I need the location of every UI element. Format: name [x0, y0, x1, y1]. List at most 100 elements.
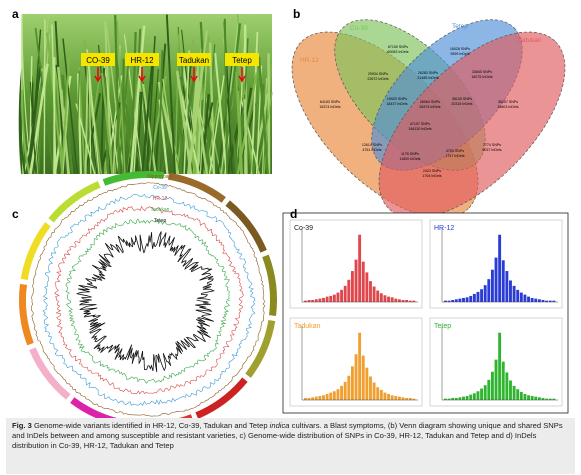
histogram-bar — [387, 393, 390, 400]
histogram-bar — [530, 297, 534, 302]
histogram-bar — [483, 385, 487, 400]
histogram-bar — [451, 397, 455, 400]
histogram-bar — [336, 292, 340, 302]
variety-label: CO-39 — [86, 56, 110, 65]
histogram-bar — [369, 376, 372, 400]
histogram-bar — [387, 296, 390, 302]
region-indels: 146130 InDels — [408, 127, 431, 131]
grass-blade — [146, 35, 156, 175]
set-label: Co-39 — [350, 25, 368, 32]
grass-blade — [135, 91, 143, 175]
histogram-title: Co-39 — [294, 225, 313, 232]
histogram-bar — [465, 395, 469, 400]
region-snps: 64183 SNPs — [320, 100, 340, 104]
histogram-bar — [462, 396, 465, 400]
histogram-bar — [379, 389, 383, 400]
histogram-bar — [390, 297, 394, 302]
chromosome-segment — [195, 377, 248, 419]
histogram-bar — [343, 381, 347, 400]
grass-blade — [150, 69, 159, 175]
histogram-bar — [490, 371, 494, 400]
histogram-bar — [365, 367, 369, 400]
grass-blade — [257, 56, 269, 175]
histogram-bar — [405, 299, 409, 302]
track-label: Co-39 — [153, 185, 167, 191]
histogram-bar — [534, 298, 538, 302]
histogram-bar — [454, 299, 458, 302]
region-snps: 26283 SNPs — [418, 71, 438, 75]
track-line — [54, 205, 244, 395]
histogram-bar — [408, 397, 412, 400]
caption-text: Genome-wide variants identified in HR-12… — [33, 421, 268, 430]
grass-blade — [29, 63, 49, 175]
histogram-bar — [469, 295, 473, 302]
grass-blade — [165, 14, 176, 175]
region-indels: 18437 InDels — [386, 102, 407, 106]
region-indels: 20315 InDels — [451, 102, 472, 106]
histogram-bar — [552, 300, 556, 302]
histogram-bar — [494, 257, 498, 302]
histogram-bar — [361, 355, 365, 400]
histogram-bar — [483, 285, 487, 302]
region-indels: 21485 InDels — [417, 76, 438, 80]
histogram-bar — [311, 299, 315, 302]
histogram-bar — [318, 395, 322, 400]
histogram-bar — [472, 293, 476, 302]
histogram-bar — [444, 398, 447, 400]
grass-blade — [141, 53, 155, 175]
set-label: Tetep — [452, 23, 468, 30]
grass-blade — [60, 51, 71, 175]
arrow — [190, 67, 198, 83]
grass-blade — [243, 99, 248, 175]
histogram-bar — [451, 299, 455, 302]
region-indels: 11800 InDels — [400, 157, 421, 161]
grass-blade — [18, 69, 24, 175]
histogram-bar — [340, 289, 344, 302]
grass-blade — [103, 58, 120, 175]
chromosome-segment — [245, 319, 276, 378]
histogram-bar — [516, 389, 520, 400]
histogram-bar — [505, 271, 509, 302]
region-snps: 1178 SNPs — [401, 152, 419, 156]
grass-blade — [51, 24, 57, 175]
chromosome-segment — [29, 347, 71, 400]
variety-label: HR-12 — [130, 56, 154, 65]
grass-blade — [84, 93, 102, 175]
histogram-bar — [545, 398, 549, 400]
grass-blade — [26, 65, 42, 175]
histogram-bar — [548, 398, 552, 400]
region-snps: 36257 SNPs — [498, 100, 518, 104]
label-box — [177, 53, 211, 66]
histogram-bar — [498, 234, 502, 302]
variety-label: Tadukan — [179, 56, 209, 65]
grass-blade — [76, 73, 83, 175]
grass-blade — [214, 53, 228, 175]
histogram-bar — [523, 294, 527, 302]
histogram-bar — [369, 281, 372, 302]
histogram-bar — [447, 300, 451, 302]
region-snps: 12614 SNPs — [362, 143, 382, 147]
histogram-bar — [354, 259, 358, 302]
chromosome-segment — [18, 283, 34, 346]
histogram-bar — [322, 297, 325, 302]
histogram-bar — [476, 291, 480, 302]
histogram-bar — [325, 296, 329, 302]
region-snps: 20934 SNPs — [368, 72, 388, 76]
histogram-bar — [405, 397, 409, 400]
chromosome-segment — [20, 222, 51, 281]
chromosome-segment — [167, 172, 226, 203]
histogram-bar — [329, 392, 333, 400]
histogram-bar — [480, 388, 484, 400]
histogram-bar — [397, 396, 401, 400]
track-line — [30, 182, 266, 417]
grass-blade — [62, 38, 79, 175]
histogram-bar — [332, 294, 336, 302]
histogram-bar — [329, 295, 333, 302]
histogram-bar — [472, 393, 476, 400]
grass-blade — [200, 93, 210, 175]
histogram-bar — [354, 354, 358, 400]
grass-blade — [187, 30, 208, 175]
region-indels: 1747 InDels — [445, 154, 464, 158]
histogram-bar — [465, 297, 469, 302]
histogram-bar — [541, 397, 545, 400]
